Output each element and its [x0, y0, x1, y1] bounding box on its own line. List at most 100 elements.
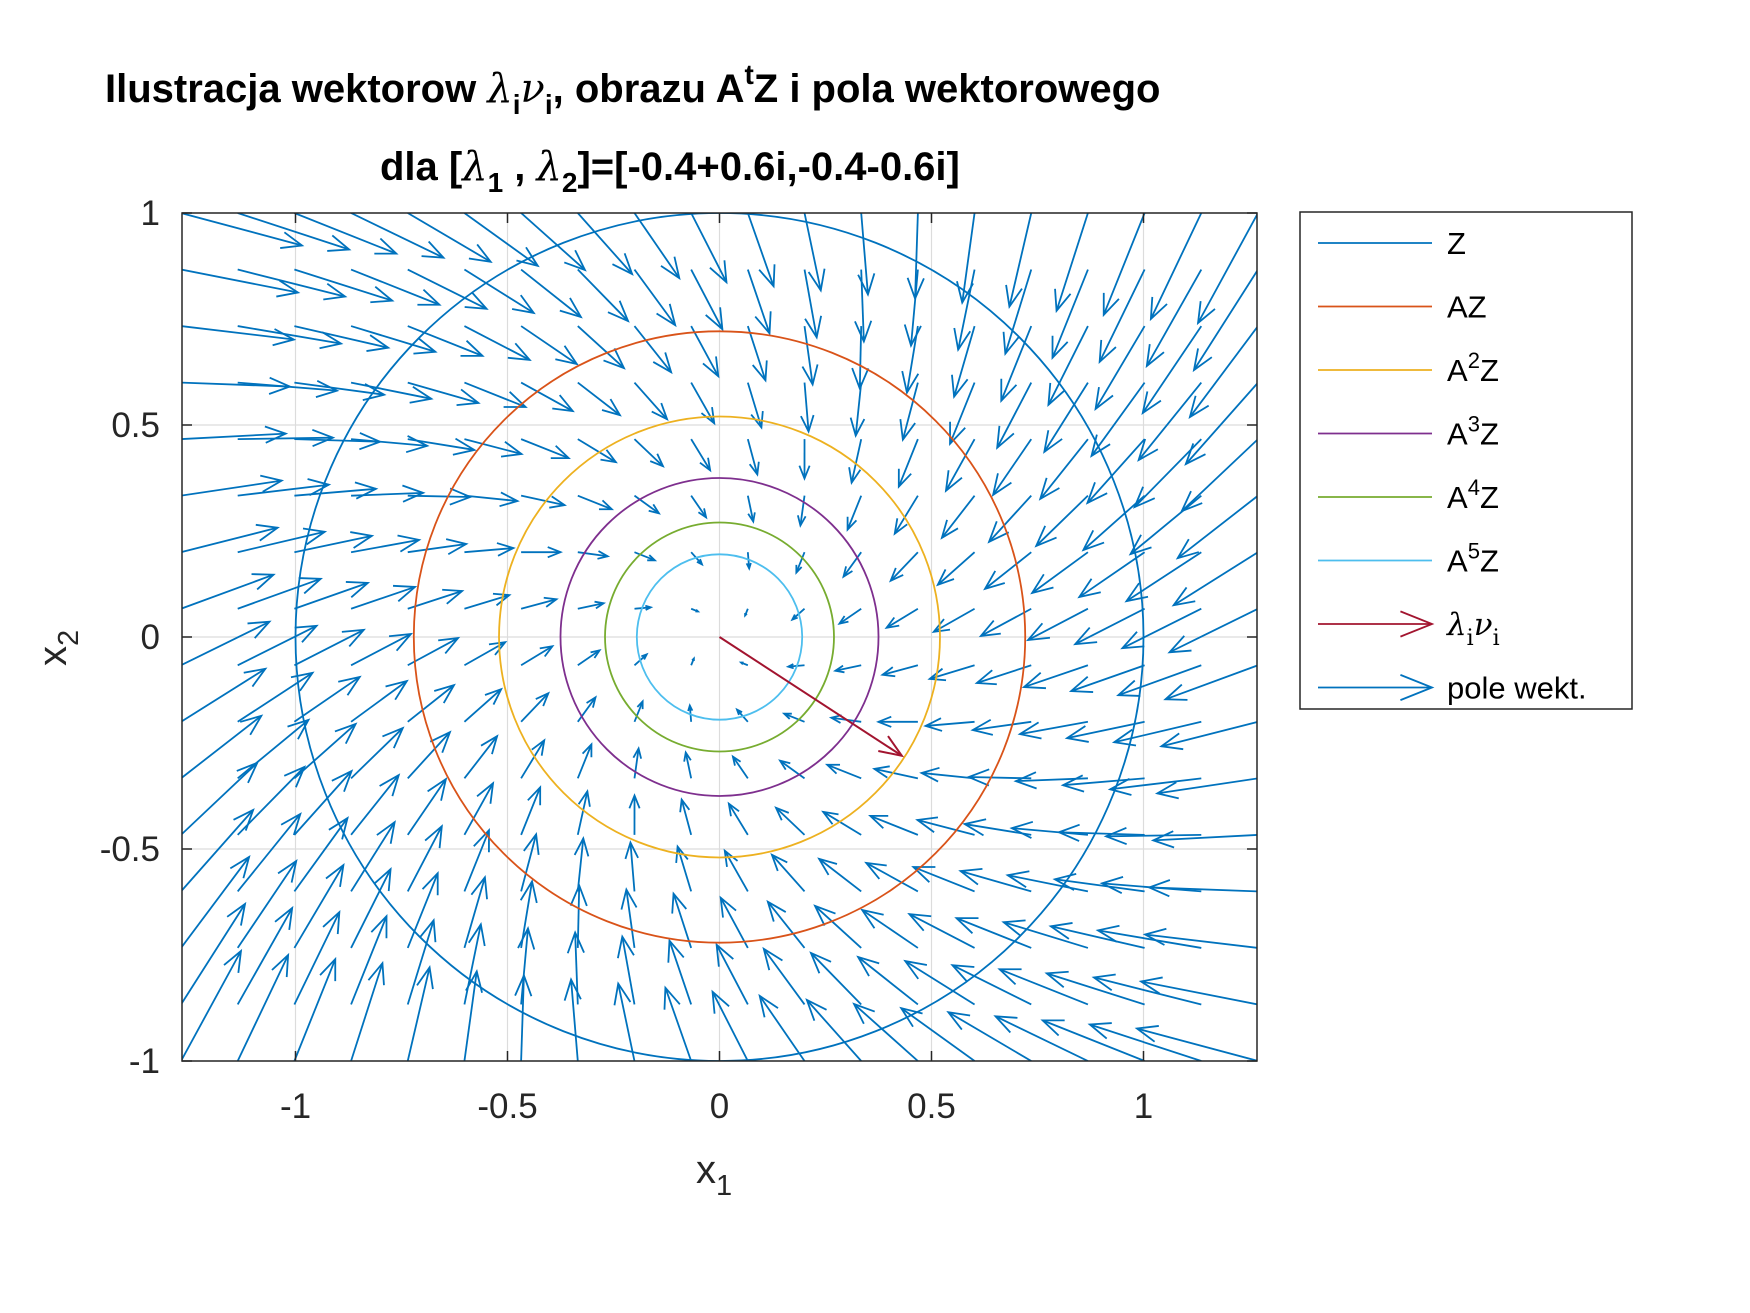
arrow-head: [492, 592, 512, 607]
field-arrow: [906, 213, 925, 301]
field-arrow: [237, 213, 352, 252]
arrow-shaft: [463, 782, 494, 836]
field-arrow: [463, 921, 486, 1005]
arrow-head: [1038, 477, 1060, 501]
arrow-head: [868, 814, 889, 829]
arrow-head: [539, 644, 555, 658]
arrow-head: [796, 515, 807, 528]
field-arrow: [911, 866, 975, 893]
arrow-head: [519, 879, 538, 904]
arrow-head: [660, 256, 681, 281]
arrow-head: [1179, 490, 1203, 513]
arrow-head: [903, 324, 922, 348]
arrow-shaft: [520, 598, 557, 610]
arrow-shaft: [350, 962, 384, 1061]
arrow-head: [527, 785, 542, 806]
field-arrow: [907, 912, 975, 949]
arrow-head: [416, 964, 434, 990]
arrow-shaft: [293, 958, 337, 1061]
arrow-head: [927, 667, 947, 682]
arrow-head: [946, 1010, 971, 1031]
arrow-shaft: [953, 325, 976, 397]
field-arrow: [746, 325, 768, 383]
field-arrow: [350, 584, 418, 610]
field-arrow: [1034, 495, 1089, 548]
arrow-head: [1040, 1019, 1065, 1037]
arrow-head: [1124, 582, 1149, 603]
arrow-head: [373, 867, 392, 892]
arrow-shaft: [1003, 921, 1089, 949]
arrow-shaft: [463, 877, 486, 949]
field-arrow: [746, 269, 772, 336]
arrow-head: [276, 279, 301, 298]
arrow-shaft: [237, 577, 321, 610]
field-arrow: [1137, 382, 1202, 462]
field-arrow: [293, 722, 358, 780]
field-arrow: [1095, 924, 1202, 949]
arrow-shaft: [577, 696, 597, 723]
arrow-head: [695, 609, 701, 613]
field-arrow: [1150, 830, 1257, 849]
arrow-shaft: [842, 551, 862, 578]
arrow-shaft: [182, 715, 262, 779]
arrow-shaft: [995, 1015, 1089, 1061]
field-arrow: [1013, 771, 1088, 790]
field-arrow: [633, 494, 661, 515]
arrow-head: [247, 620, 272, 639]
arrow-shaft: [846, 495, 863, 530]
arrow-head: [884, 616, 900, 630]
field-arrow: [633, 382, 669, 422]
arrow-shaft: [350, 325, 436, 353]
legend-entry-z: Z: [1318, 226, 1466, 261]
field-arrow: [758, 993, 806, 1061]
arrow-shaft: [463, 213, 539, 267]
field-arrow: [519, 879, 538, 949]
field-arrow: [633, 269, 677, 328]
field-arrow: [778, 759, 806, 780]
field-arrow: [1081, 494, 1146, 552]
arrow-shaft: [886, 607, 919, 629]
circle-a2z: [498, 415, 941, 859]
arrow-head: [738, 661, 744, 665]
arrow-shaft: [182, 479, 282, 497]
arrow-head: [880, 666, 896, 678]
arrow-shaft: [350, 680, 408, 723]
arrow-shaft: [464, 547, 514, 554]
field-arrow: [690, 325, 720, 379]
field-arrow: [182, 620, 272, 666]
arrow-head: [1094, 387, 1114, 411]
field-arrow: [294, 481, 379, 500]
arrow-shaft: [1136, 1027, 1257, 1061]
arrow-shaft: [293, 864, 345, 949]
field-arrow: [407, 381, 481, 406]
arrow-head: [467, 921, 486, 947]
field-arrow: [182, 761, 260, 836]
arrow-head: [795, 564, 803, 575]
arrow-head: [903, 959, 928, 980]
arrow-shaft: [1177, 495, 1257, 559]
arrow-shaft: [576, 791, 589, 836]
arrow-head: [226, 901, 247, 926]
arrow-shaft: [407, 494, 471, 498]
arrow-shaft: [803, 325, 814, 385]
arrow-head: [1077, 578, 1101, 599]
field-arrow: [236, 858, 298, 949]
arrow-head: [277, 858, 298, 883]
arrow-head: [616, 934, 635, 959]
arrow-shaft: [949, 382, 976, 445]
arrow-shaft: [945, 438, 976, 492]
field-arrow: [293, 675, 362, 723]
arrow-head: [996, 425, 1015, 450]
field-arrow: [237, 527, 328, 554]
arrow-shaft: [629, 842, 636, 892]
field-arrow: [956, 213, 976, 306]
field-arrow: [236, 952, 290, 1061]
arrow-head: [1102, 292, 1120, 318]
field-arrow: [634, 551, 658, 562]
arrow-shaft: [1078, 551, 1146, 598]
arrow-shaft: [350, 727, 404, 779]
arrow-shaft: [182, 668, 266, 723]
arrow-head: [970, 718, 994, 736]
arrow-head: [821, 810, 839, 825]
arrow-shaft: [633, 382, 668, 420]
